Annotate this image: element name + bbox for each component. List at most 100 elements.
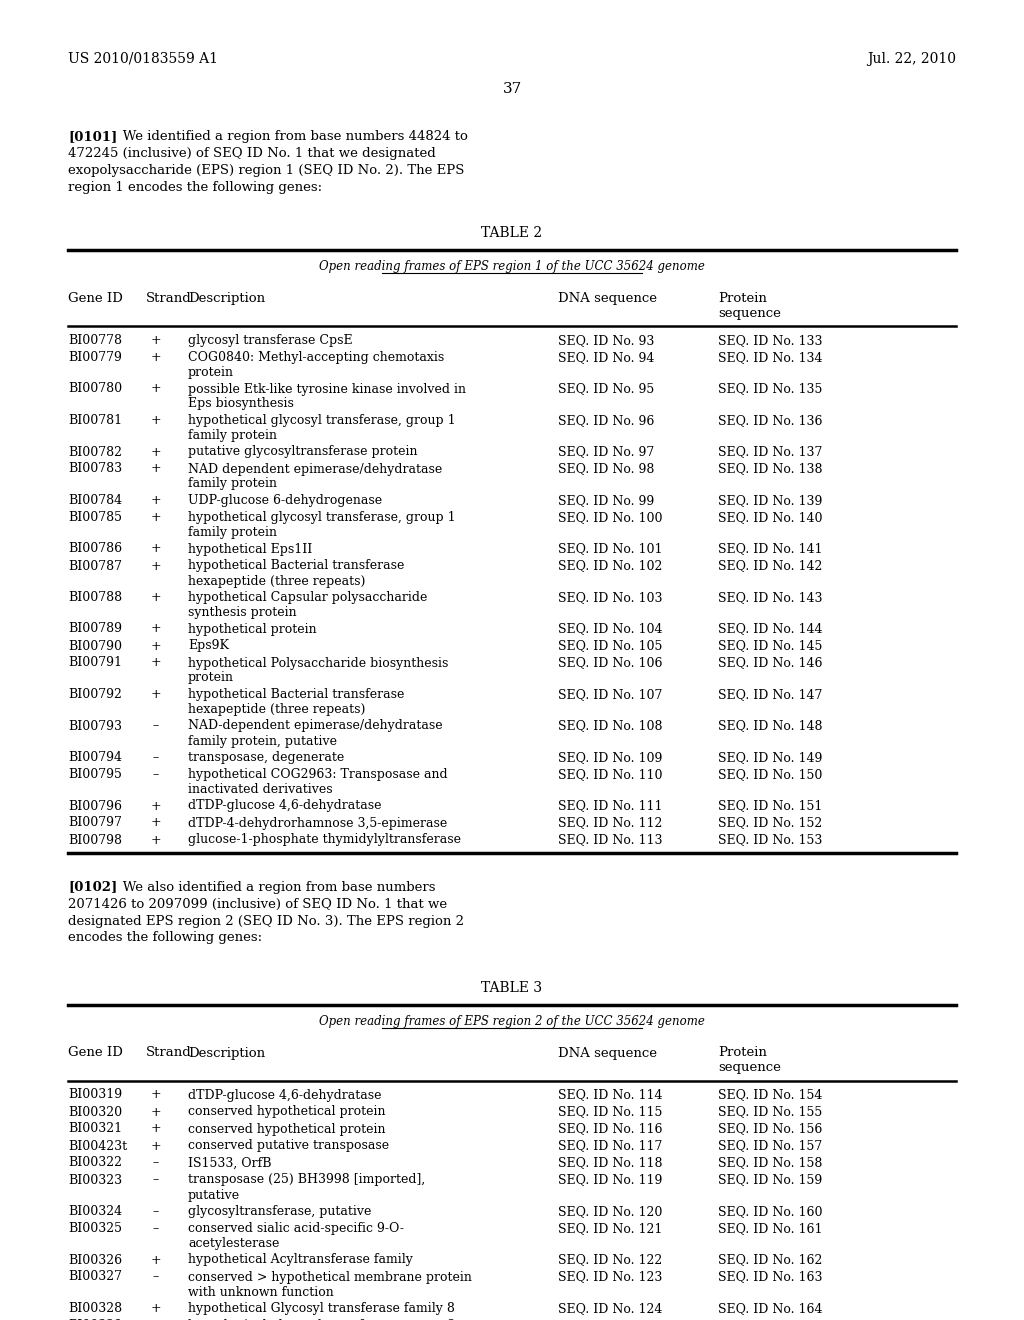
Text: hypothetical Polysaccharide biosynthesis
protein: hypothetical Polysaccharide biosynthesis… — [188, 656, 449, 685]
Text: BI00784: BI00784 — [68, 494, 122, 507]
Text: SEQ. ID No. 145: SEQ. ID No. 145 — [718, 639, 822, 652]
Text: Eps9K: Eps9K — [188, 639, 229, 652]
Text: BI00322: BI00322 — [68, 1156, 122, 1170]
Text: BI00326: BI00326 — [68, 1254, 122, 1266]
Text: Protein
sequence: Protein sequence — [718, 1047, 781, 1074]
Text: +: + — [151, 543, 162, 556]
Text: We also identified a region from base numbers: We also identified a region from base nu… — [110, 880, 435, 894]
Text: hypothetical glycosyl transferase, group 1
family protein: hypothetical glycosyl transferase, group… — [188, 414, 456, 442]
Text: hypothetical Bacterial transferase
hexapeptide (three repeats): hypothetical Bacterial transferase hexap… — [188, 688, 404, 715]
Text: –: – — [153, 1156, 159, 1170]
Text: exopolysaccharide (EPS) region 1 (SEQ ID No. 2). The EPS: exopolysaccharide (EPS) region 1 (SEQ ID… — [68, 164, 464, 177]
Text: Strand: Strand — [146, 292, 191, 305]
Text: TABLE 3: TABLE 3 — [481, 981, 543, 994]
Text: SEQ. ID No. 155: SEQ. ID No. 155 — [718, 1106, 822, 1118]
Text: Description: Description — [188, 1047, 265, 1060]
Text: hypothetical COG2963: Transposase and
inactivated derivatives: hypothetical COG2963: Transposase and in… — [188, 768, 447, 796]
Text: region 1 encodes the following genes:: region 1 encodes the following genes: — [68, 181, 323, 194]
Text: SEQ. ID No. 162: SEQ. ID No. 162 — [718, 1254, 822, 1266]
Text: SEQ. ID No. 111: SEQ. ID No. 111 — [558, 800, 663, 813]
Text: SEQ. ID No. 137: SEQ. ID No. 137 — [718, 446, 822, 458]
Text: BI00791: BI00791 — [68, 656, 122, 669]
Text: +: + — [151, 560, 162, 573]
Text: SEQ. ID No. 163: SEQ. ID No. 163 — [718, 1270, 822, 1283]
Text: SEQ. ID No. 103: SEQ. ID No. 103 — [558, 591, 663, 605]
Text: +: + — [151, 1089, 162, 1101]
Text: transposase, degenerate: transposase, degenerate — [188, 751, 344, 764]
Text: dTDP-glucose 4,6-dehydratase: dTDP-glucose 4,6-dehydratase — [188, 800, 382, 813]
Text: Open reading frames of EPS region 2 of the UCC 35624 genome: Open reading frames of EPS region 2 of t… — [319, 1015, 705, 1027]
Text: Open reading frames of EPS region 1 of the UCC 35624 genome: Open reading frames of EPS region 1 of t… — [319, 260, 705, 273]
Text: +: + — [151, 639, 162, 652]
Text: –: – — [153, 1222, 159, 1236]
Text: [0101]: [0101] — [68, 129, 118, 143]
Text: transposase (25) BH3998 [imported],
putative: transposase (25) BH3998 [imported], puta… — [188, 1173, 425, 1201]
Text: SEQ. ID No. 138: SEQ. ID No. 138 — [718, 462, 822, 475]
Text: +: + — [151, 1254, 162, 1266]
Text: COG0840: Methyl-accepting chemotaxis
protein: COG0840: Methyl-accepting chemotaxis pro… — [188, 351, 444, 379]
Text: BI00782: BI00782 — [68, 446, 122, 458]
Text: designated EPS region 2 (SEQ ID No. 3). The EPS region 2: designated EPS region 2 (SEQ ID No. 3). … — [68, 915, 464, 928]
Text: conserved sialic acid-specific 9-O-
acetylesterase: conserved sialic acid-specific 9-O- acet… — [188, 1222, 404, 1250]
Text: hypothetical Capsular polysaccharide
synthesis protein: hypothetical Capsular polysaccharide syn… — [188, 591, 427, 619]
Text: SEQ. ID No. 148: SEQ. ID No. 148 — [718, 719, 822, 733]
Text: We identified a region from base numbers 44824 to: We identified a region from base numbers… — [110, 129, 468, 143]
Text: SEQ. ID No. 160: SEQ. ID No. 160 — [718, 1205, 822, 1218]
Text: SEQ. ID No. 106: SEQ. ID No. 106 — [558, 656, 663, 669]
Text: BI00786: BI00786 — [68, 543, 122, 556]
Text: SEQ. ID No. 95: SEQ. ID No. 95 — [558, 383, 654, 396]
Text: SEQ. ID No. 150: SEQ. ID No. 150 — [718, 768, 822, 781]
Text: SEQ. ID No. 102: SEQ. ID No. 102 — [558, 560, 663, 573]
Text: +: + — [151, 1302, 162, 1315]
Text: SEQ. ID No. 110: SEQ. ID No. 110 — [558, 768, 663, 781]
Text: SEQ. ID No. 159: SEQ. ID No. 159 — [718, 1173, 822, 1187]
Text: +: + — [151, 1122, 162, 1135]
Text: +: + — [151, 462, 162, 475]
Text: SEQ. ID No. 154: SEQ. ID No. 154 — [718, 1089, 822, 1101]
Text: +: + — [151, 656, 162, 669]
Text: SEQ. ID No. 121: SEQ. ID No. 121 — [558, 1222, 663, 1236]
Text: glycosyltransferase, putative: glycosyltransferase, putative — [188, 1205, 372, 1218]
Text: 472245 (inclusive) of SEQ ID No. 1 that we designated: 472245 (inclusive) of SEQ ID No. 1 that … — [68, 147, 436, 160]
Text: SEQ. ID No. 152: SEQ. ID No. 152 — [718, 817, 822, 829]
Text: Jul. 22, 2010: Jul. 22, 2010 — [867, 51, 956, 66]
Text: SEQ. ID No. 93: SEQ. ID No. 93 — [558, 334, 654, 347]
Text: +: + — [151, 334, 162, 347]
Text: BI00793: BI00793 — [68, 719, 122, 733]
Text: conserved hypothetical protein: conserved hypothetical protein — [188, 1122, 385, 1135]
Text: SEQ. ID No. 140: SEQ. ID No. 140 — [718, 511, 822, 524]
Text: +: + — [151, 833, 162, 846]
Text: SEQ. ID No. 120: SEQ. ID No. 120 — [558, 1205, 663, 1218]
Text: Description: Description — [188, 292, 265, 305]
Text: SEQ. ID No. 104: SEQ. ID No. 104 — [558, 623, 663, 635]
Text: SEQ. ID No. 96: SEQ. ID No. 96 — [558, 414, 654, 426]
Text: UDP-glucose 6-dehydrogenase: UDP-glucose 6-dehydrogenase — [188, 494, 382, 507]
Text: BI00798: BI00798 — [68, 833, 122, 846]
Text: SEQ. ID No. 157: SEQ. ID No. 157 — [718, 1139, 822, 1152]
Text: BI00796: BI00796 — [68, 800, 122, 813]
Text: –: – — [153, 768, 159, 781]
Text: BI00320: BI00320 — [68, 1106, 122, 1118]
Text: BI00779: BI00779 — [68, 351, 122, 364]
Text: DNA sequence: DNA sequence — [558, 1047, 657, 1060]
Text: BI00323: BI00323 — [68, 1173, 122, 1187]
Text: SEQ. ID No. 147: SEQ. ID No. 147 — [718, 688, 822, 701]
Text: conserved hypothetical protein: conserved hypothetical protein — [188, 1106, 385, 1118]
Text: hypothetical Glycosyl transferase family 8: hypothetical Glycosyl transferase family… — [188, 1302, 455, 1315]
Text: SEQ. ID No. 101: SEQ. ID No. 101 — [558, 543, 663, 556]
Text: hypothetical glycosyl transferase, group 1
family protein: hypothetical glycosyl transferase, group… — [188, 511, 456, 539]
Text: SEQ. ID No. 124: SEQ. ID No. 124 — [558, 1302, 663, 1315]
Text: +: + — [151, 1106, 162, 1118]
Text: –: – — [153, 751, 159, 764]
Text: SEQ. ID No. 113: SEQ. ID No. 113 — [558, 833, 663, 846]
Text: hypothetical protein: hypothetical protein — [188, 623, 316, 635]
Text: SEQ. ID No. 107: SEQ. ID No. 107 — [558, 688, 663, 701]
Text: +: + — [151, 817, 162, 829]
Text: BI00324: BI00324 — [68, 1205, 122, 1218]
Text: SEQ. ID No. 146: SEQ. ID No. 146 — [718, 656, 822, 669]
Text: SEQ. ID No. 153: SEQ. ID No. 153 — [718, 833, 822, 846]
Text: SEQ. ID No. 149: SEQ. ID No. 149 — [718, 751, 822, 764]
Text: BI00781: BI00781 — [68, 414, 122, 426]
Text: +: + — [151, 1139, 162, 1152]
Text: SEQ. ID No. 141: SEQ. ID No. 141 — [718, 543, 822, 556]
